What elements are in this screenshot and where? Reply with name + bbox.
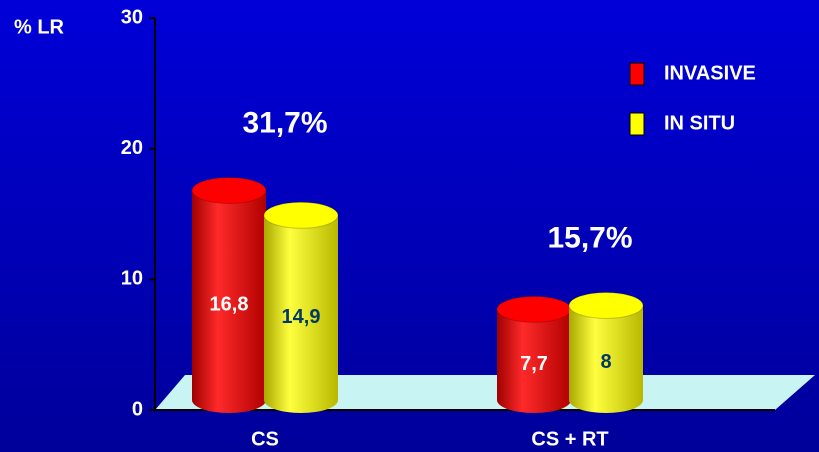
y-tick-label: 30 <box>121 6 143 28</box>
y-tick-label: 10 <box>121 268 143 290</box>
annotation: 15,7% <box>547 221 632 254</box>
y-tick-label: 0 <box>132 398 143 420</box>
y-tick-label: 20 <box>121 137 143 159</box>
value-label: 14,9 <box>282 306 321 328</box>
x-tick-label: CS + RT <box>531 428 608 450</box>
legend-swatch <box>629 62 645 86</box>
legend-label: IN SITU <box>664 112 735 134</box>
y-axis-label: % LR <box>14 16 65 38</box>
value-label: 7,7 <box>520 353 548 375</box>
x-tick-label: CS <box>251 428 279 450</box>
annotation: 31,7% <box>242 106 327 139</box>
bar <box>191 176 267 413</box>
bar <box>568 291 644 413</box>
bar <box>263 201 339 413</box>
value-label: 8 <box>600 351 611 373</box>
legend-swatch <box>629 112 645 136</box>
value-label: 16,8 <box>210 294 249 316</box>
bar <box>496 295 572 413</box>
legend-label: INVASIVE <box>664 62 756 84</box>
